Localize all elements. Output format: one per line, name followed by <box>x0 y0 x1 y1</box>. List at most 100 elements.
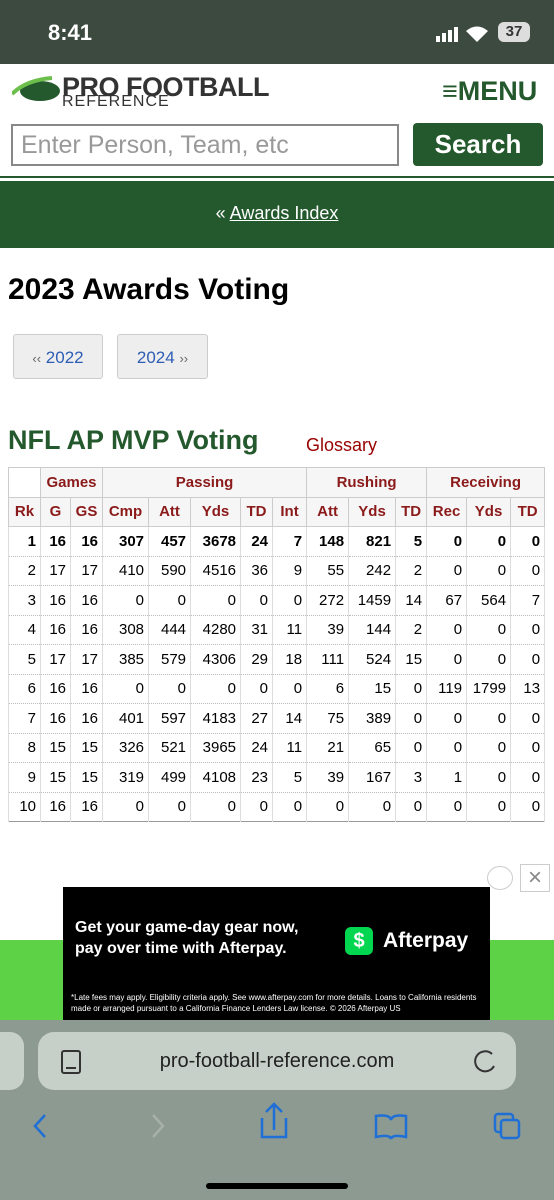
table-cell: 0 <box>148 585 192 616</box>
column-header-row: Rk G GS Cmp Att Yds TD Int Att Yds TD Rec Yds TD <box>8 496 546 527</box>
table-cell: 6 <box>306 674 350 704</box>
table-cell: 21 <box>306 733 350 763</box>
table-cell: 0 <box>466 556 512 586</box>
table-cell: 16 <box>40 703 71 734</box>
column-header: Rk <box>8 496 41 527</box>
table-cell: 7 <box>8 703 41 734</box>
table-cell: 0 <box>102 792 150 822</box>
ad-brand[interactable]: Afterpay <box>383 929 469 952</box>
table-cell: 0 <box>466 644 512 675</box>
signal-wifi <box>436 26 488 42</box>
table-cell: 0 <box>240 792 274 822</box>
table-cell: 0 <box>466 703 512 734</box>
table-row: 7 16 16 401 597 4183 27 14 75 389 0 0 0 0 <box>8 703 546 734</box>
table-row: 1 16 16 307 457 3678 24 7 148 821 5 0 0 0 <box>8 526 546 557</box>
next-year[interactable]: 2024 <box>136 348 175 367</box>
table-cell: 242 <box>348 556 397 586</box>
table-cell: 167 <box>348 762 397 793</box>
table-cell: 524 <box>348 644 397 675</box>
table-cell: 15 <box>40 762 71 793</box>
column-header: G <box>40 496 71 527</box>
table-cell: 24 <box>240 733 274 763</box>
table-cell: 7 <box>272 526 308 557</box>
table-cell: 75 <box>306 703 350 734</box>
ad-icon: $ <box>345 927 373 955</box>
awards-index-link[interactable]: Awards Index <box>229 203 339 223</box>
next-year-button[interactable]: 2024 ›› <box>117 334 208 379</box>
table-cell: 307 <box>102 526 150 557</box>
table-cell: 39 <box>306 615 350 645</box>
table-cell: 9 <box>8 762 41 793</box>
search-button[interactable]: Search <box>413 123 543 166</box>
table-cell: 1 <box>8 526 41 557</box>
ad-headline[interactable]: Get your game-day gear now, pay over tim… <box>75 919 299 957</box>
table-cell: 4183 <box>190 703 242 734</box>
group-header-row: Games Passing Rushing Receiving <box>8 467 546 498</box>
nav-band <box>0 178 554 248</box>
table-cell: 0 <box>395 703 428 734</box>
table-cell: 4280 <box>190 615 242 645</box>
table-cell: 16 <box>69 674 104 704</box>
table-cell: 119 <box>426 674 468 704</box>
table-cell: 0 <box>240 674 274 704</box>
table-cell: 144 <box>348 615 397 645</box>
table-cell: 319 <box>102 762 150 793</box>
logo-text[interactable]: PRO FOOTBALL <box>62 72 269 102</box>
group-header: Passing <box>102 467 308 498</box>
column-header: TD <box>395 496 428 527</box>
url-text[interactable]: pro-football-reference.com <box>159 1050 395 1072</box>
table-cell: 4 <box>8 615 41 645</box>
table-cell: 0 <box>466 792 512 822</box>
logo-subtext[interactable]: REFERENCE <box>62 93 170 110</box>
table-cell: 0 <box>426 703 468 734</box>
address-bar[interactable]: pro-football-reference.com <box>38 1032 516 1090</box>
table-cell: 13 <box>510 674 546 704</box>
table-cell: 0 <box>510 644 546 675</box>
table-body: 1 16 16 307 457 3678 24 7 148 821 5 0 0 0 2 17 17 410 590 4… <box>8 526 546 822</box>
table-cell: 17 <box>40 644 71 675</box>
table-row: 3 16 16 0 0 0 0 0 272 1459 14 67 564 7 <box>8 585 546 616</box>
table-cell: 4516 <box>190 556 242 586</box>
table-cell: 389 <box>348 703 397 734</box>
table-cell: 11 <box>272 733 308 763</box>
table-cell: 0 <box>510 733 546 763</box>
column-header: Yds <box>190 496 242 527</box>
table-cell: 3965 <box>190 733 242 763</box>
ad-info[interactable] <box>487 866 513 890</box>
table-cell: 23 <box>240 762 274 793</box>
previous-tab[interactable] <box>0 1032 24 1090</box>
table-cell: 1799 <box>466 674 512 704</box>
nav: « Awards Index <box>0 203 554 224</box>
table-cell: 6 <box>8 674 41 704</box>
home-indicator <box>206 1183 348 1189</box>
ad-close[interactable]: × <box>520 864 550 892</box>
browser-icons <box>33 1050 521 1140</box>
table-cell: 11 <box>272 615 308 645</box>
table-cell: 0 <box>510 526 546 557</box>
table-cell: 564 <box>466 585 512 616</box>
table-cell: 499 <box>148 762 192 793</box>
table-cell: 16 <box>40 792 71 822</box>
table-cell: 27 <box>240 703 274 734</box>
table-cell: 0 <box>426 526 468 557</box>
ad-banner[interactable]: Get your game-day gear now, pay over tim… <box>63 887 490 1020</box>
menu-label[interactable]: MENU <box>457 76 538 106</box>
prev-year[interactable]: 2022 <box>45 348 84 367</box>
prev-year-button[interactable]: ‹‹ 2022 <box>13 334 103 379</box>
group-header-blank <box>8 467 41 498</box>
column-header: Yds <box>466 496 512 527</box>
prev-arrow: ‹‹ <box>32 351 42 366</box>
table-cell: 444 <box>148 615 192 645</box>
table-cell: 15 <box>69 733 104 763</box>
menu-button[interactable]: ≡MENU <box>442 76 538 106</box>
glossary-link[interactable]: Glossary <box>306 435 378 455</box>
table-cell: 15 <box>348 674 397 704</box>
search-input[interactable]: Enter Person, Team, etc <box>11 124 399 166</box>
table-cell: 15 <box>395 644 428 675</box>
table-cell: 590 <box>148 556 192 586</box>
table-cell: 0 <box>510 556 546 586</box>
table-cell: 16 <box>69 615 104 645</box>
table-cell: 16 <box>40 615 71 645</box>
table-cell: 272 <box>306 585 350 616</box>
table-cell: 5 <box>272 762 308 793</box>
